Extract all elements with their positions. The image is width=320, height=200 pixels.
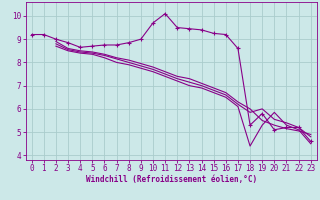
- X-axis label: Windchill (Refroidissement éolien,°C): Windchill (Refroidissement éolien,°C): [86, 175, 257, 184]
